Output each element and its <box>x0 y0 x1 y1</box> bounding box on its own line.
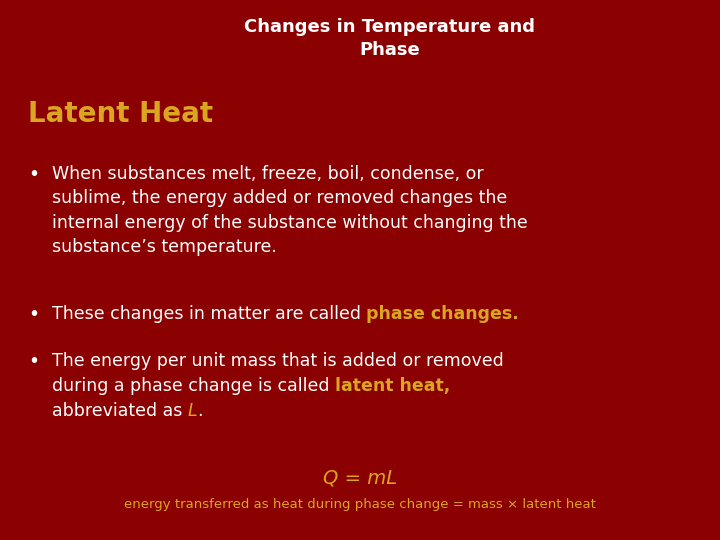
Text: phase changes.: phase changes. <box>366 305 519 323</box>
Text: Changes in Temperature and: Changes in Temperature and <box>245 18 536 36</box>
Text: These changes in matter are called: These changes in matter are called <box>52 305 366 323</box>
Text: •: • <box>28 352 39 371</box>
Text: L: L <box>188 402 197 420</box>
Text: When substances melt, freeze, boil, condense, or
sublime, the energy added or re: When substances melt, freeze, boil, cond… <box>52 165 528 256</box>
Text: .: . <box>197 402 203 420</box>
Text: The energy per unit mass that is added or removed: The energy per unit mass that is added o… <box>52 352 504 370</box>
Text: latent heat,: latent heat, <box>335 377 450 395</box>
Text: energy transferred as heat during phase change = mass × latent heat: energy transferred as heat during phase … <box>124 498 596 511</box>
Text: Latent Heat: Latent Heat <box>28 100 213 128</box>
Text: abbreviated as: abbreviated as <box>52 402 188 420</box>
Text: Phase: Phase <box>359 42 420 59</box>
Text: during a phase change is called: during a phase change is called <box>52 377 335 395</box>
Text: •: • <box>28 165 39 184</box>
Text: Q = mL: Q = mL <box>323 468 397 487</box>
Text: •: • <box>28 305 39 324</box>
